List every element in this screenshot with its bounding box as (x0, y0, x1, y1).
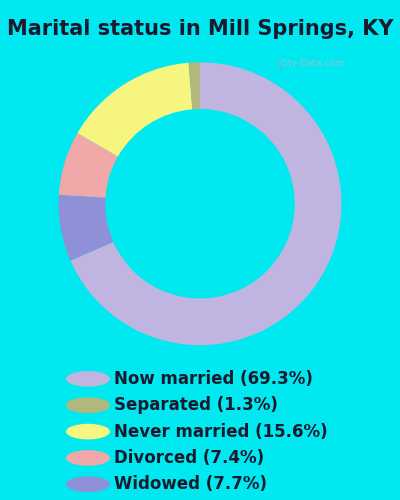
Text: Divorced (7.4%): Divorced (7.4%) (114, 449, 264, 467)
Circle shape (66, 450, 110, 466)
Circle shape (66, 398, 110, 413)
Wedge shape (189, 62, 200, 110)
Text: City-Data.com: City-Data.com (280, 59, 344, 68)
Text: Widowed (7.7%): Widowed (7.7%) (114, 476, 267, 494)
Circle shape (66, 424, 110, 440)
Text: Marital status in Mill Springs, KY: Marital status in Mill Springs, KY (7, 19, 393, 39)
Text: Now married (69.3%): Now married (69.3%) (114, 370, 313, 388)
Wedge shape (70, 62, 342, 345)
Text: ⓘ: ⓘ (275, 59, 281, 69)
Wedge shape (59, 133, 118, 198)
Text: Separated (1.3%): Separated (1.3%) (114, 396, 278, 414)
Wedge shape (78, 63, 192, 156)
Circle shape (66, 476, 110, 492)
Text: Never married (15.6%): Never married (15.6%) (114, 422, 328, 440)
Circle shape (66, 371, 110, 386)
Wedge shape (58, 195, 113, 260)
